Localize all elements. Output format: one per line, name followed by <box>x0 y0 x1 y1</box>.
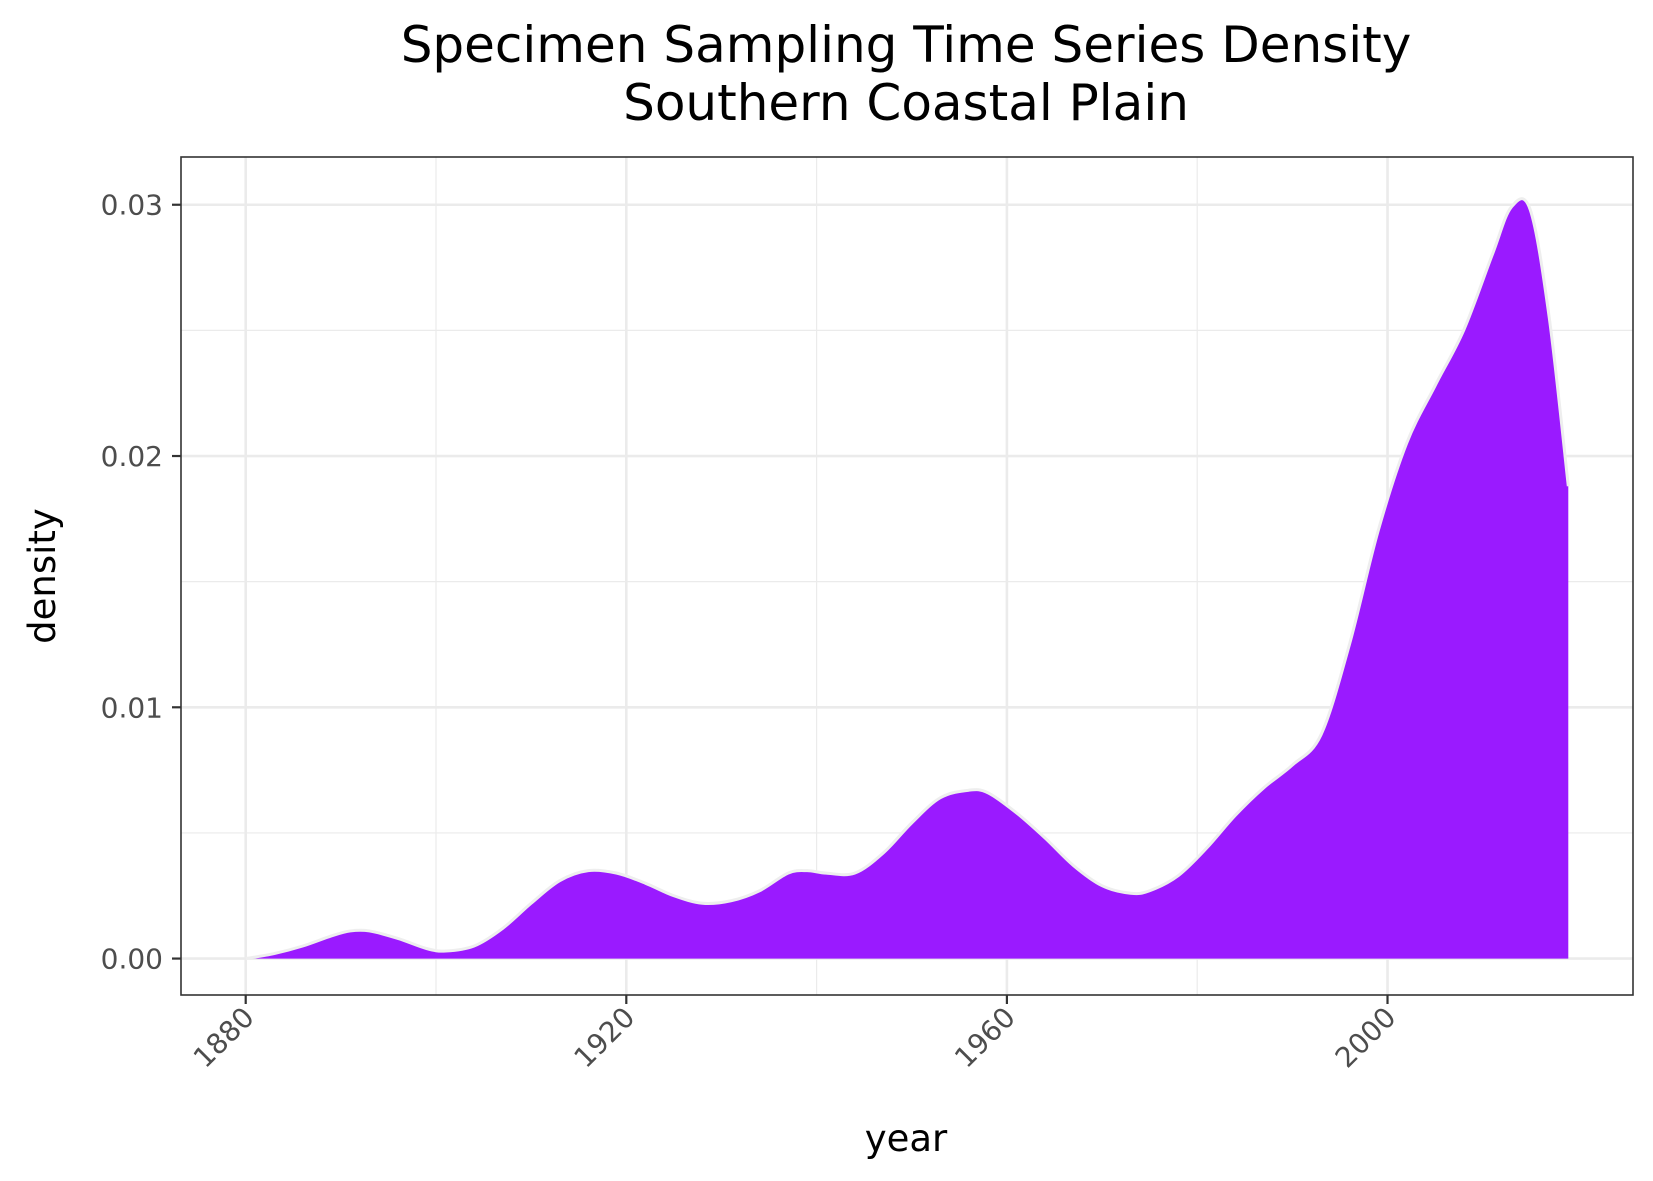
x-axis: 1880 1920 1960 2000 <box>187 995 1403 1075</box>
x-tick-label: 1920 <box>568 1001 642 1075</box>
x-tick-label: 1880 <box>187 1001 261 1075</box>
y-tick-label: 0.03 <box>101 189 163 222</box>
x-tick-label: 1960 <box>948 1001 1022 1075</box>
y-tick-label: 0.00 <box>101 943 163 976</box>
x-tick-label: 2000 <box>1329 1001 1403 1075</box>
x-axis-title: year <box>865 1117 948 1160</box>
density-area <box>245 198 1569 959</box>
y-axis-title: density <box>21 508 64 644</box>
plot-border <box>180 156 1634 996</box>
density-outline <box>245 197 1570 961</box>
y-tick-label: 0.01 <box>101 691 163 724</box>
chart-subtitle: Southern Coastal Plain <box>623 74 1189 132</box>
density-area-layer <box>245 197 1570 961</box>
y-tick-label: 0.02 <box>101 440 163 473</box>
y-axis: 0.00 0.01 0.02 0.03 <box>101 189 181 976</box>
chart-title: Specimen Sampling Time Series Density <box>401 16 1412 74</box>
